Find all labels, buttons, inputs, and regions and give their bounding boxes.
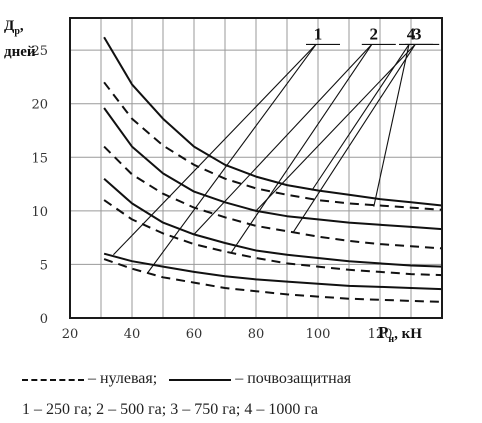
legend-swatch-dashed xyxy=(22,379,84,381)
callout-leader-1-2 xyxy=(147,44,317,274)
y-axis-title-comma: , xyxy=(20,18,24,34)
y-tick-label: 20 xyxy=(31,98,48,113)
legend-note: 1 – 250 га; 2 – 500 га; 3 – 750 га; 4 – … xyxy=(22,401,318,418)
callout-leader-4-2 xyxy=(373,44,410,207)
y-tick-label: 0 xyxy=(40,312,48,327)
legend-label-dashed: – нулевая; xyxy=(88,370,158,387)
series-1-dashed xyxy=(103,258,443,303)
series-4-dashed xyxy=(103,81,443,211)
y-axis-title-sub: р xyxy=(14,26,20,37)
series-2-dashed xyxy=(103,199,443,277)
x-tick-label: 20 xyxy=(62,327,79,342)
callout-leader-2-1 xyxy=(193,44,373,235)
legend: – нулевая; – почвозащитная xyxy=(22,370,351,388)
legend-label-solid: – почвозащитная xyxy=(235,370,352,387)
callout-leader-3-1 xyxy=(255,44,416,212)
series-1-solid xyxy=(103,252,443,291)
legend-swatch-solid xyxy=(169,379,232,381)
x-tick-labels: 20 40 60 80 100 120 xyxy=(62,327,393,342)
y-axis-title: Др, xyxy=(4,18,24,37)
series-3-dashed xyxy=(103,145,443,250)
x-tick-label: 100 xyxy=(306,327,331,342)
callout-label-1: 1 xyxy=(314,24,323,43)
x-tick-label: 120 xyxy=(368,327,393,342)
plot-frame xyxy=(69,17,443,319)
x-tick-label: 40 xyxy=(124,327,141,342)
x-axis-title-suffix: , кН xyxy=(394,326,422,342)
x-tick-label: 80 xyxy=(248,327,265,342)
callout-label-4: 4 xyxy=(407,24,416,43)
x-axis-title-sub: н xyxy=(388,334,394,345)
y-axis-title-main: Д xyxy=(4,18,15,34)
callout-leaders xyxy=(113,43,440,274)
callout-labels: 1 2 34 xyxy=(314,24,422,43)
callout-leader-4-1 xyxy=(311,44,410,191)
x-axis-title-main: P xyxy=(378,323,388,342)
callout-leader-2-2 xyxy=(230,44,373,253)
x-tick-label: 60 xyxy=(186,327,203,342)
y-axis-title-line2: дней xyxy=(4,44,36,60)
y-tick-label: 10 xyxy=(31,205,48,220)
callout-label-3: 3 xyxy=(413,24,422,43)
x-axis-title: Pн, кН xyxy=(378,323,422,345)
callout-leader-3-2 xyxy=(292,44,416,233)
callout-label-2: 2 xyxy=(370,24,379,43)
y-tick-label: 5 xyxy=(40,258,48,273)
y-tick-labels: 0 5 10 15 20 25 xyxy=(31,44,48,327)
y-tick-label: 25 xyxy=(31,44,48,59)
series-4-solid xyxy=(103,36,443,207)
y-tick-label: 15 xyxy=(31,151,48,166)
callout-leader-1-1 xyxy=(113,44,317,256)
series-2-solid xyxy=(103,177,443,268)
series-lines xyxy=(103,36,443,303)
series-3-solid xyxy=(103,107,443,231)
